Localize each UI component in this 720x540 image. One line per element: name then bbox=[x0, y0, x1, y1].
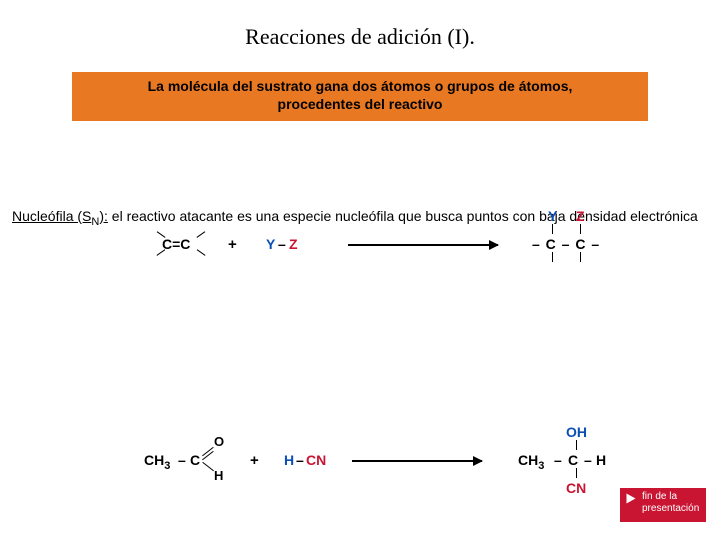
definition-line2: procedentes del reactivo bbox=[82, 96, 638, 114]
page-title: Reacciones de adición (I). bbox=[0, 0, 720, 50]
reactant-O: O bbox=[214, 434, 224, 449]
bond-v bbox=[552, 224, 553, 234]
dash: – bbox=[296, 452, 304, 468]
reagent-Z: Z bbox=[289, 236, 298, 252]
product-OH: OH bbox=[566, 424, 587, 440]
bond-v bbox=[580, 252, 581, 262]
play-icon bbox=[627, 494, 636, 504]
dash: – bbox=[554, 452, 562, 468]
product-Z: Z bbox=[576, 208, 585, 224]
dash: – bbox=[584, 452, 592, 468]
bond-stub bbox=[157, 231, 166, 238]
plus-sign: + bbox=[228, 236, 237, 253]
bond-stub bbox=[197, 231, 206, 238]
logo-line1: fin de la bbox=[642, 491, 677, 502]
reactant-H: H bbox=[214, 468, 223, 483]
definition-line1: La molécula del sustrato gana dos átomos… bbox=[82, 78, 638, 96]
bond-v bbox=[552, 252, 553, 262]
reactant-cc: C=C bbox=[162, 236, 190, 252]
bond bbox=[202, 462, 214, 472]
bond-v bbox=[576, 468, 577, 478]
bond-stub bbox=[157, 249, 166, 256]
bond-stub bbox=[197, 249, 206, 256]
product-CN: CN bbox=[566, 480, 586, 496]
reagent-H: H bbox=[284, 452, 294, 468]
definition-box: La molécula del sustrato gana dos átomos… bbox=[72, 72, 648, 121]
reactant-C: C bbox=[190, 452, 200, 468]
product-chain: – C – C – bbox=[532, 236, 600, 252]
product-ch3: CH3 bbox=[518, 452, 544, 472]
reagent-CN: CN bbox=[306, 452, 326, 468]
bond-v bbox=[580, 224, 581, 234]
reactant-ch3: CH3 bbox=[144, 452, 170, 472]
scheme-general: C=C + Y – Z Y Z – C – C – bbox=[0, 198, 720, 278]
reaction-arrow bbox=[348, 244, 498, 246]
bond-v bbox=[576, 440, 577, 450]
dash: – bbox=[178, 452, 186, 468]
product-C: C bbox=[568, 452, 578, 468]
dash: – bbox=[278, 236, 286, 252]
product-H: H bbox=[596, 452, 606, 468]
product-Y: Y bbox=[548, 208, 557, 224]
logo-line2: presentación bbox=[642, 503, 699, 514]
end-logo[interactable]: fin de la presentación bbox=[620, 488, 706, 522]
reaction-arrow bbox=[352, 460, 482, 462]
scheme-example: CH3 – C O H + H – CN OH CH3 – C – H CN bbox=[0, 414, 720, 494]
plus-sign: + bbox=[250, 452, 259, 469]
reagent-Y: Y bbox=[266, 236, 275, 252]
